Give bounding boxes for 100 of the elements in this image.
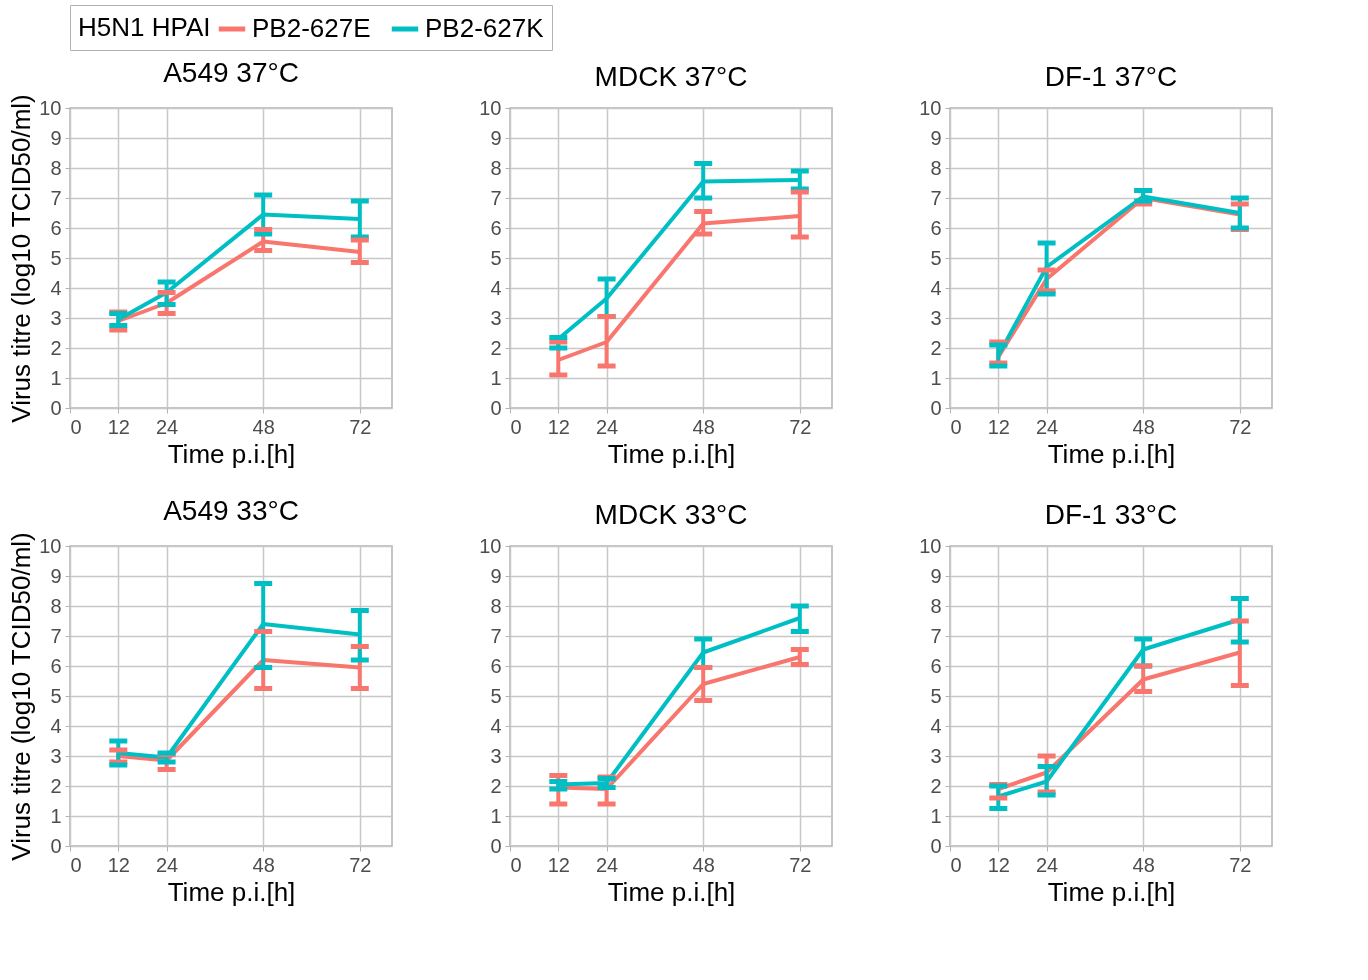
x-tick-label: 48 bbox=[1132, 415, 1155, 438]
y-tick-label: 2 bbox=[490, 336, 502, 359]
chart-title: DF-1 33°C bbox=[1044, 499, 1178, 530]
legend-title: H5N1 HPAI bbox=[78, 12, 211, 42]
x-axis-title: Time p.i.[h] bbox=[167, 876, 296, 907]
y-tick-label: 0 bbox=[50, 834, 62, 857]
y-tick-label: 2 bbox=[50, 336, 62, 359]
y-tick-label: 4 bbox=[930, 714, 942, 737]
y-tick-label: 0 bbox=[930, 396, 942, 419]
y-tick-label: 9 bbox=[930, 126, 942, 149]
y-axis-title: Virus titre (log10 TCID50/ml) bbox=[6, 94, 37, 423]
y-tick-label: 8 bbox=[490, 156, 502, 179]
x-tick-label: 12 bbox=[107, 853, 130, 876]
chart-title: MDCK 33°C bbox=[594, 499, 748, 530]
y-tick-label: 6 bbox=[490, 654, 502, 677]
x-tick-label: 12 bbox=[547, 853, 570, 876]
x-tick-label: 48 bbox=[252, 853, 275, 876]
y-tick-label: 10 bbox=[479, 534, 502, 557]
chart-title: A549 33°C bbox=[163, 494, 299, 526]
y-tick-label: 10 bbox=[479, 96, 502, 119]
y-tick-label: 10 bbox=[39, 534, 62, 557]
x-tick-label: 0 bbox=[510, 853, 522, 876]
y-tick-label: 5 bbox=[50, 246, 62, 269]
x-axis-title: Time p.i.[h] bbox=[1047, 876, 1176, 907]
y-tick-label: 2 bbox=[50, 774, 62, 797]
y-tick-label: 3 bbox=[490, 306, 502, 329]
y-tick-label: 6 bbox=[490, 216, 502, 239]
chart-title: MDCK 37°C bbox=[594, 61, 748, 92]
x-tick-label: 48 bbox=[692, 415, 715, 438]
x-tick-label: 48 bbox=[252, 415, 275, 438]
y-tick-label: 5 bbox=[930, 684, 942, 707]
x-tick-label: 48 bbox=[1132, 853, 1155, 876]
x-tick-label: 72 bbox=[789, 415, 812, 438]
x-tick-label: 24 bbox=[1035, 853, 1059, 876]
y-tick-label: 9 bbox=[930, 564, 942, 587]
y-tick-label: 10 bbox=[919, 96, 942, 119]
y-tick-label: 10 bbox=[39, 96, 62, 119]
y-tick-label: 8 bbox=[50, 156, 62, 179]
y-tick-label: 3 bbox=[490, 744, 502, 767]
y-tick-label: 1 bbox=[50, 366, 62, 389]
x-tick-label: 24 bbox=[595, 853, 619, 876]
y-tick-label: 2 bbox=[930, 774, 942, 797]
legend-label: PB2-627E bbox=[252, 13, 371, 43]
x-tick-label: 24 bbox=[1035, 415, 1059, 438]
x-tick-label: 24 bbox=[155, 415, 179, 438]
x-tick-label: 72 bbox=[1229, 415, 1252, 438]
y-tick-label: 2 bbox=[930, 336, 942, 359]
y-tick-label: 2 bbox=[490, 774, 502, 797]
y-tick-label: 5 bbox=[490, 246, 502, 269]
x-tick-label: 72 bbox=[349, 415, 372, 438]
y-tick-label: 3 bbox=[50, 744, 62, 767]
x-tick-label: 12 bbox=[987, 415, 1010, 438]
y-tick-label: 8 bbox=[490, 594, 502, 617]
x-tick-label: 0 bbox=[950, 415, 962, 438]
y-tick-label: 6 bbox=[930, 216, 942, 239]
x-tick-label: 12 bbox=[547, 415, 570, 438]
x-tick-label: 0 bbox=[950, 853, 962, 876]
y-tick-label: 7 bbox=[490, 624, 502, 647]
y-tick-label: 7 bbox=[50, 624, 62, 647]
y-tick-label: 9 bbox=[50, 564, 62, 587]
y-tick-label: 9 bbox=[490, 564, 502, 587]
y-tick-label: 1 bbox=[930, 366, 942, 389]
x-tick-label: 12 bbox=[987, 853, 1010, 876]
y-tick-label: 1 bbox=[490, 366, 502, 389]
y-tick-label: 5 bbox=[930, 246, 942, 269]
y-tick-label: 1 bbox=[50, 804, 62, 827]
legend-label: PB2-627K bbox=[425, 13, 545, 43]
y-tick-label: 7 bbox=[930, 624, 942, 647]
y-tick-label: 7 bbox=[490, 186, 502, 209]
x-tick-label: 48 bbox=[692, 853, 715, 876]
y-tick-label: 4 bbox=[50, 276, 62, 299]
y-tick-label: 0 bbox=[490, 834, 502, 857]
y-axis-title: Virus titre (log10 TCID50/ml) bbox=[6, 532, 37, 861]
y-tick-label: 7 bbox=[930, 186, 942, 209]
x-tick-label: 72 bbox=[789, 853, 812, 876]
y-tick-label: 9 bbox=[50, 126, 62, 149]
x-axis-title: Time p.i.[h] bbox=[1047, 438, 1176, 469]
x-axis-title: Time p.i.[h] bbox=[167, 438, 296, 469]
x-tick-label: 0 bbox=[510, 415, 522, 438]
chart-title: DF-1 37°C bbox=[1044, 61, 1178, 92]
x-tick-label: 24 bbox=[595, 415, 619, 438]
x-tick-label: 72 bbox=[1229, 853, 1252, 876]
x-tick-label: 24 bbox=[155, 853, 179, 876]
y-tick-label: 4 bbox=[490, 714, 502, 737]
y-tick-label: 5 bbox=[50, 684, 62, 707]
y-tick-label: 6 bbox=[930, 654, 942, 677]
y-tick-label: 4 bbox=[50, 714, 62, 737]
y-tick-label: 4 bbox=[930, 276, 942, 299]
y-tick-label: 4 bbox=[490, 276, 502, 299]
y-tick-label: 3 bbox=[50, 306, 62, 329]
x-tick-label: 0 bbox=[70, 853, 82, 876]
y-tick-label: 0 bbox=[50, 396, 62, 419]
x-tick-label: 72 bbox=[349, 853, 372, 876]
y-tick-label: 0 bbox=[930, 834, 942, 857]
y-tick-label: 10 bbox=[919, 534, 942, 557]
y-tick-label: 1 bbox=[930, 804, 942, 827]
x-axis-title: Time p.i.[h] bbox=[607, 876, 736, 907]
y-tick-label: 6 bbox=[50, 654, 62, 677]
y-tick-label: 3 bbox=[930, 306, 942, 329]
x-tick-label: 0 bbox=[70, 415, 82, 438]
